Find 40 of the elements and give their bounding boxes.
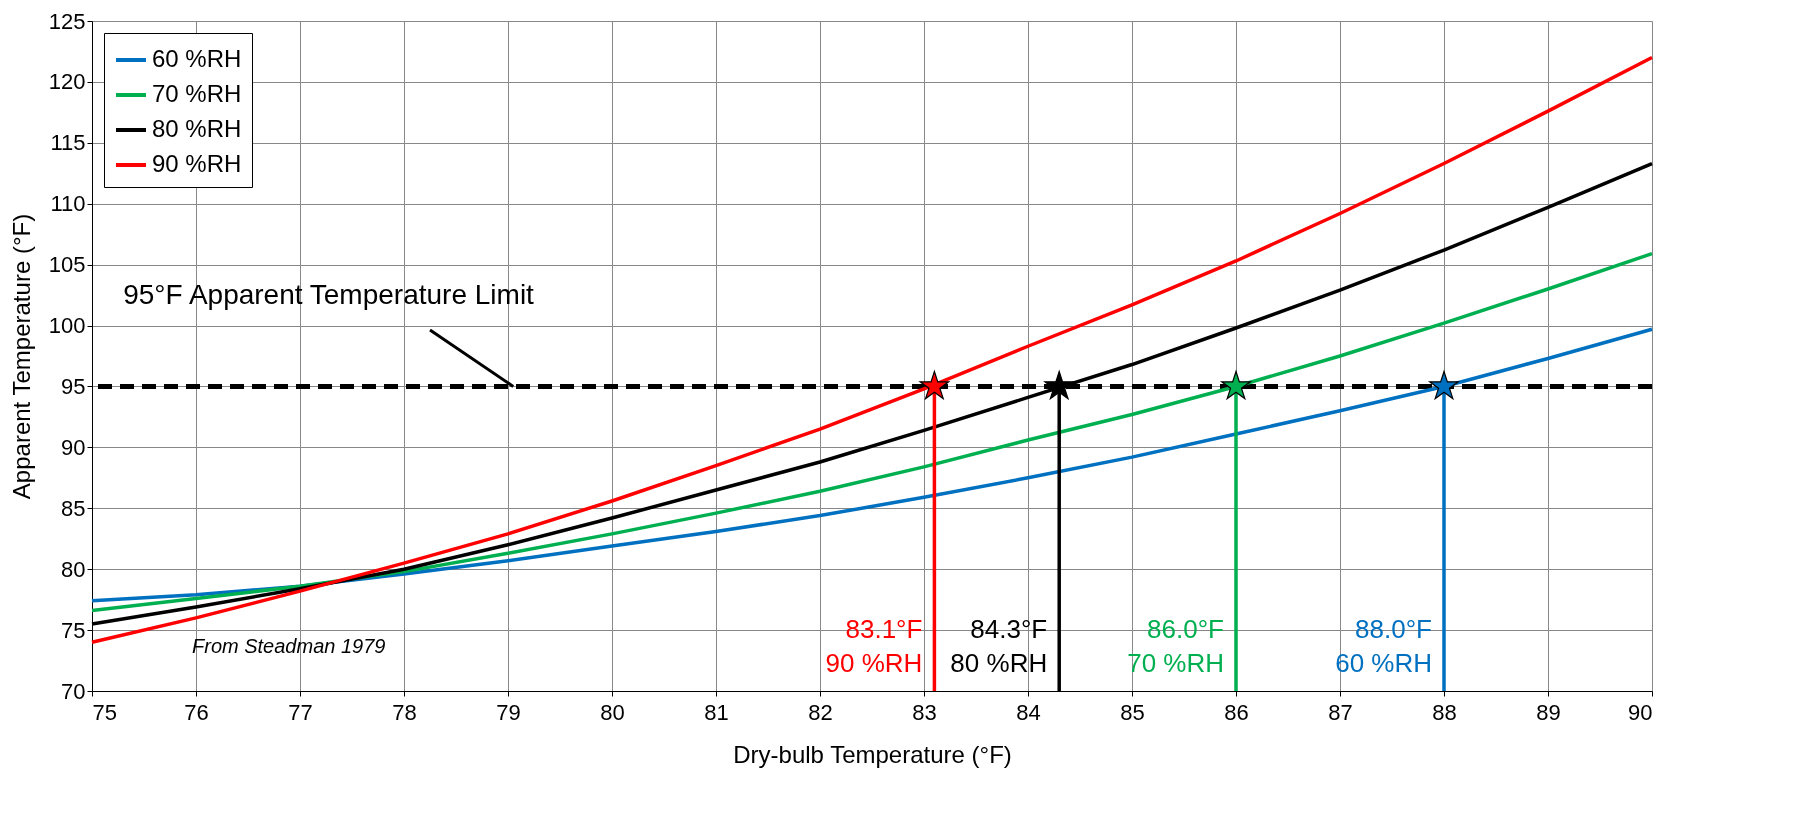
annotation: 84.3°F 80 %RH (950, 614, 1048, 679)
legend-label: 60 %RH (152, 45, 242, 72)
annotation: 83.1°F 90 %RH (825, 614, 923, 679)
y-tick-label: 75 (61, 617, 86, 643)
x-tick-label: 82 (808, 699, 833, 725)
x-tick-label: 78 (392, 699, 417, 725)
ref-line-label: 95°F Apparent Temperature Limit (123, 279, 535, 310)
y-tick-label: 85 (61, 495, 86, 521)
legend-label: 70 %RH (152, 80, 242, 107)
legend-label: 90 %RH (152, 150, 242, 177)
x-tick-label: 76 (184, 699, 209, 725)
x-tick-label: 81 (704, 699, 729, 725)
y-tick-label: 95 (61, 373, 86, 399)
annotation: From Steadman 1979 (192, 635, 386, 657)
y-axis-title: Apparent Temperature (°F) (7, 213, 35, 500)
x-tick-label: 79 (496, 699, 521, 725)
y-tick-label: 110 (50, 191, 86, 217)
x-tick-label: 87 (1328, 699, 1353, 725)
x-axis-title: Dry-bulb Temperature (°F) (733, 740, 1012, 768)
x-tick-label: 80 (600, 699, 625, 725)
y-tick-label: 70 (61, 678, 86, 704)
x-tick-label: 77 (288, 699, 313, 725)
annotation: 86.0°F 70 %RH (1127, 614, 1224, 679)
x-tick-label: 83 (912, 699, 937, 725)
x-tick-label: 84 (1016, 699, 1041, 725)
x-tick-label: 89 (1536, 699, 1561, 725)
y-tick-label: 80 (61, 556, 86, 582)
y-tick-label: 100 (48, 313, 86, 339)
y-tick-label: 120 (48, 69, 86, 95)
x-tick-label: 85 (1120, 699, 1145, 725)
y-tick-label: 105 (48, 252, 86, 278)
legend-label: 80 %RH (152, 115, 242, 142)
y-tick-label: 90 (61, 434, 86, 460)
x-tick-label: 86 (1224, 699, 1249, 725)
x-tick-label: 90 (1628, 699, 1653, 725)
x-tick-label: 75 (92, 699, 117, 725)
y-tick-label: 125 (48, 8, 86, 34)
y-tick-label: 115 (50, 130, 86, 156)
annotation: 88.0°F 60 %RH (1335, 614, 1432, 679)
x-tick-label: 88 (1432, 699, 1457, 725)
